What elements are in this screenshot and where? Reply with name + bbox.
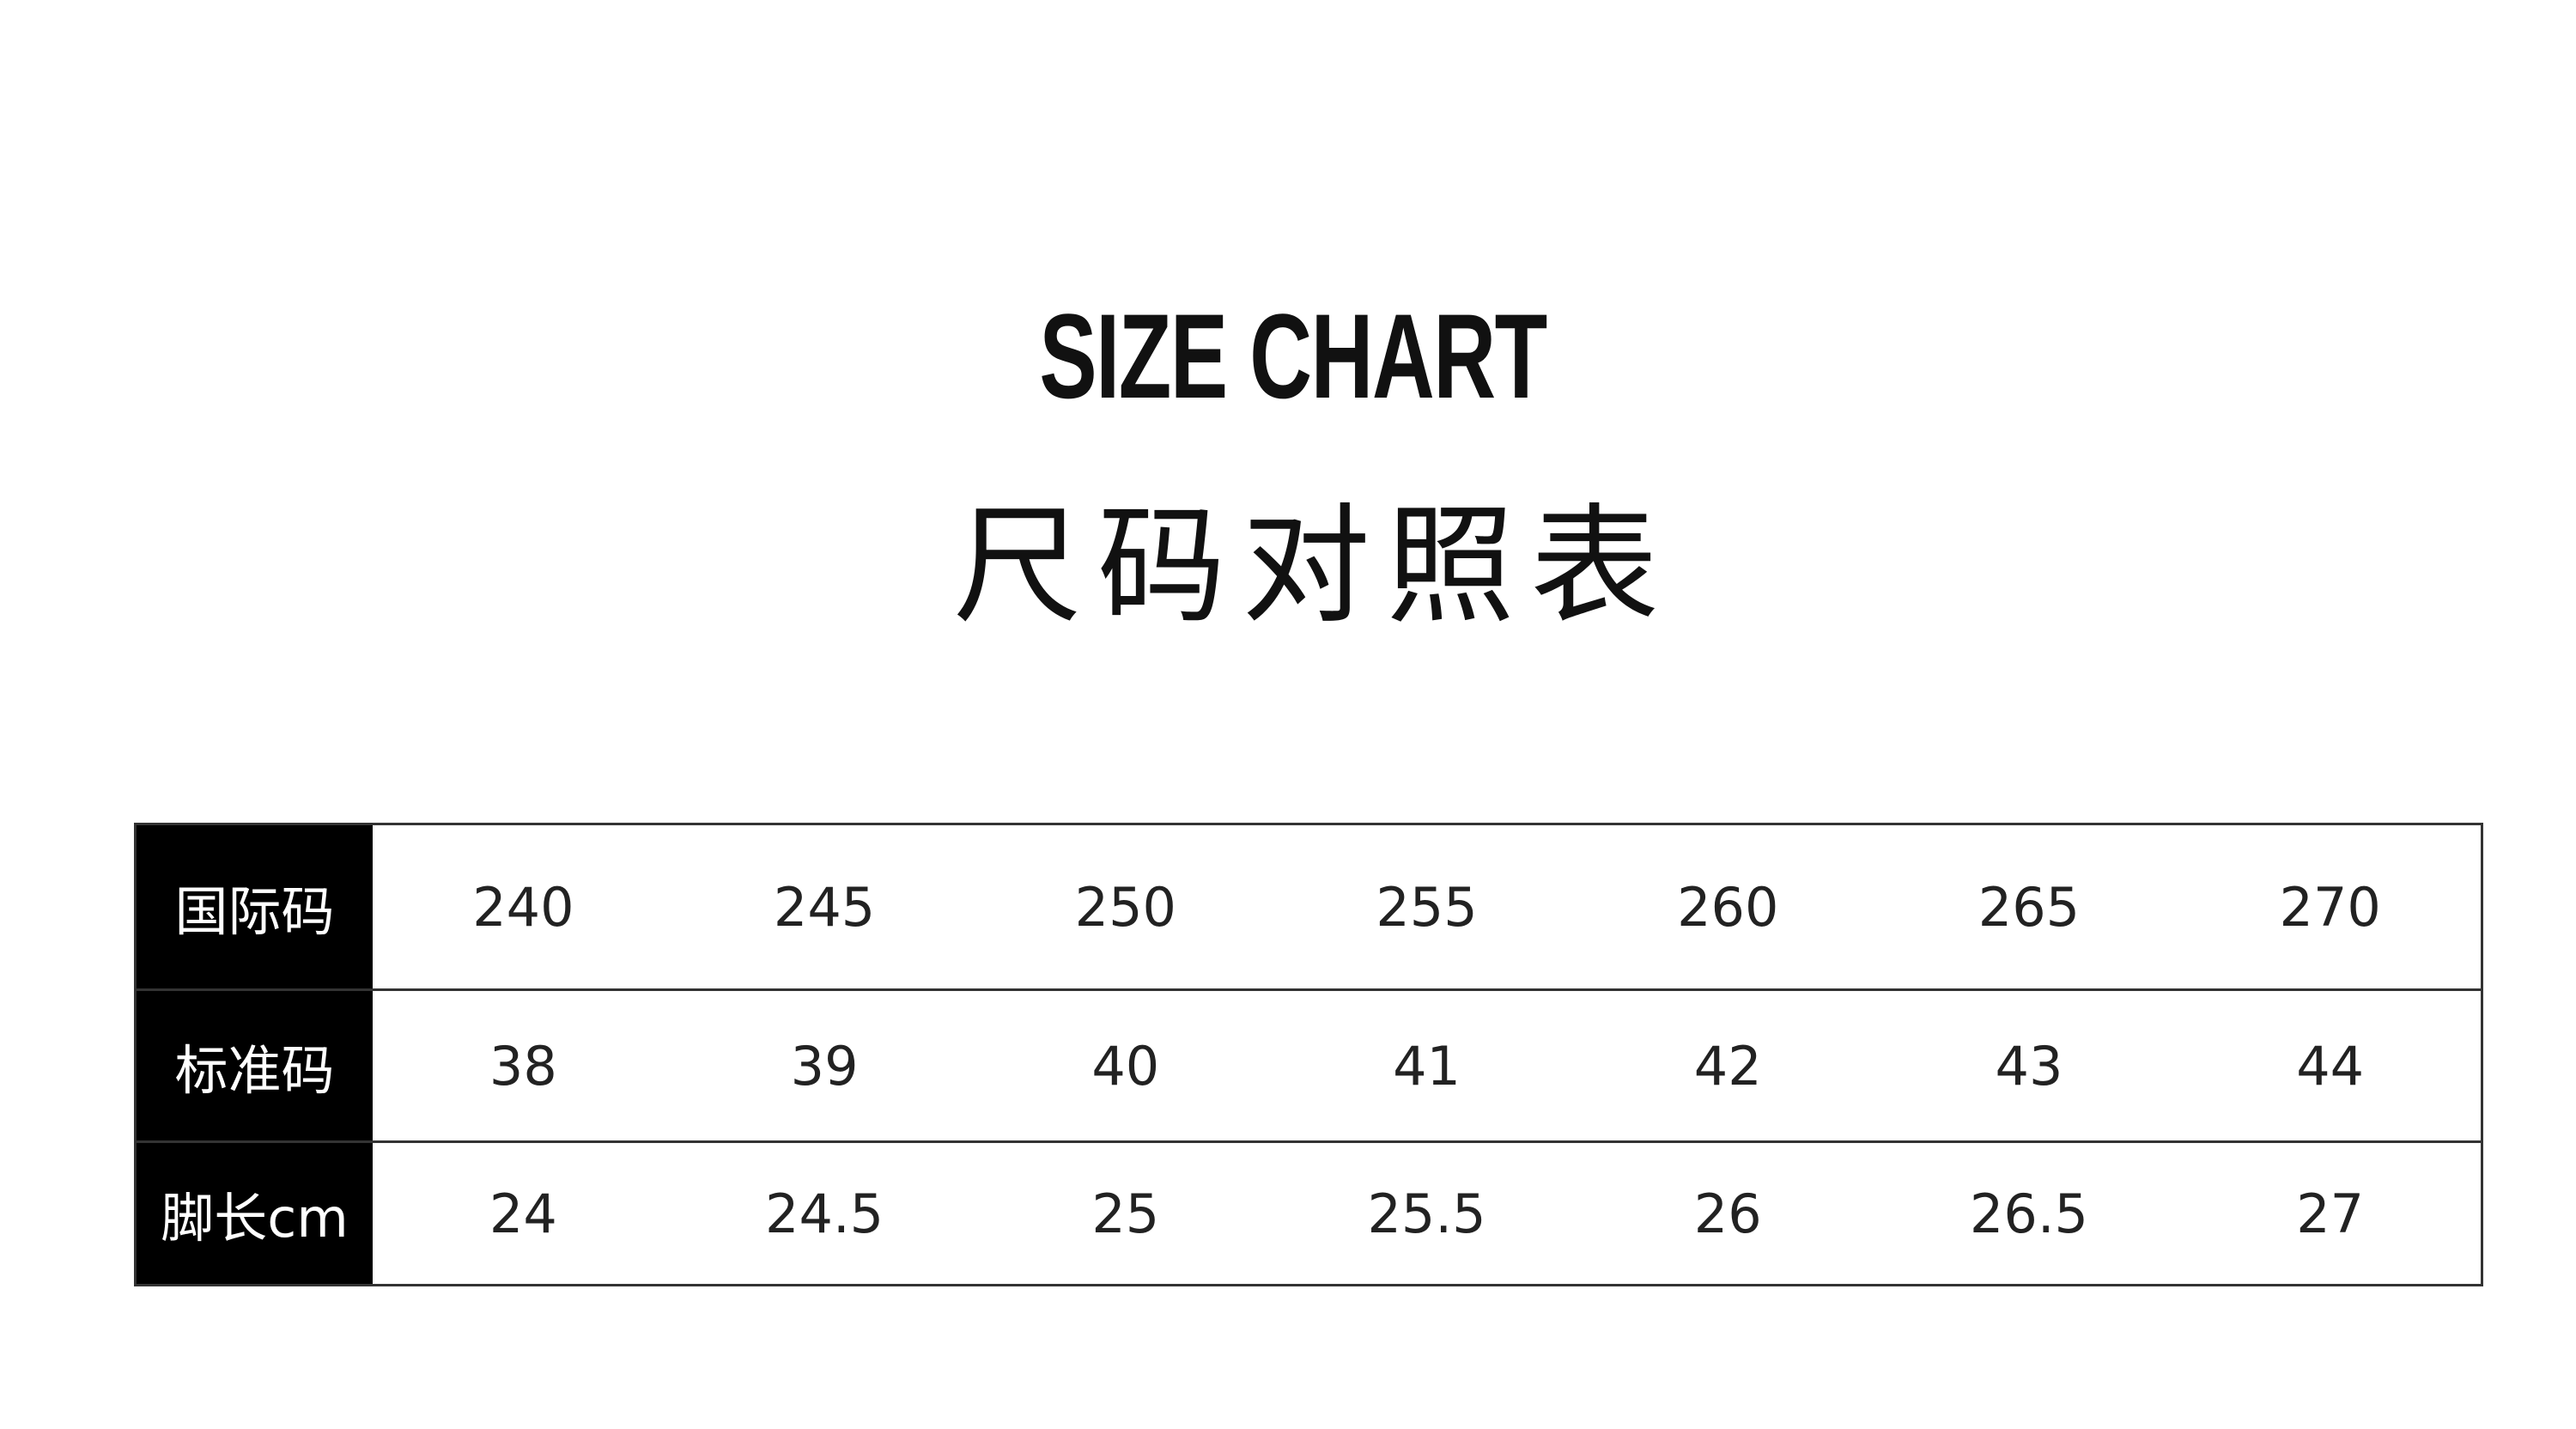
table-cell: 42 xyxy=(1693,1034,1762,1098)
title-english: SIZE CHART xyxy=(1039,289,1547,423)
table-cell: 265 xyxy=(1978,875,2081,939)
title-chinese: 尺码对照表 xyxy=(952,492,1674,642)
table-cell: 24.5 xyxy=(765,1182,884,1245)
table-cell: 27 xyxy=(2296,1182,2365,1245)
table-cell: 25.5 xyxy=(1367,1182,1486,1245)
table-cell: 245 xyxy=(773,875,876,939)
table-cell: 255 xyxy=(1376,875,1478,939)
table-cell: 24 xyxy=(489,1182,557,1245)
table-cell: 240 xyxy=(472,875,574,939)
table-cell: 39 xyxy=(790,1034,859,1098)
table-cell: 26 xyxy=(1693,1182,1762,1245)
row-header: 标准码 xyxy=(137,991,373,1140)
row-header: 国际码 xyxy=(137,825,373,988)
table-cell: 260 xyxy=(1677,875,1779,939)
table-row-international-size: 国际码 240 245 250 255 260 265 270 xyxy=(137,825,2481,991)
table-cell: 44 xyxy=(2296,1034,2365,1098)
table-cell: 41 xyxy=(1393,1034,1461,1098)
table-row-foot-length: 脚长cm 24 24.5 25 25.5 26 26.5 27 xyxy=(137,1143,2481,1284)
table-cell: 40 xyxy=(1091,1034,1160,1098)
table-cell: 43 xyxy=(1995,1034,2063,1098)
table-row-standard-size: 标准码 38 39 40 41 42 43 44 xyxy=(137,991,2481,1143)
table-cell: 26.5 xyxy=(1969,1182,2088,1245)
table-cell: 250 xyxy=(1074,875,1176,939)
size-chart-table: 国际码 240 245 250 255 260 265 270 标准码 38 3… xyxy=(134,823,2483,1286)
table-cell: 38 xyxy=(489,1034,557,1098)
table-cell: 25 xyxy=(1091,1182,1160,1245)
table-cell: 270 xyxy=(2279,875,2381,939)
row-header: 脚长cm xyxy=(137,1143,373,1284)
